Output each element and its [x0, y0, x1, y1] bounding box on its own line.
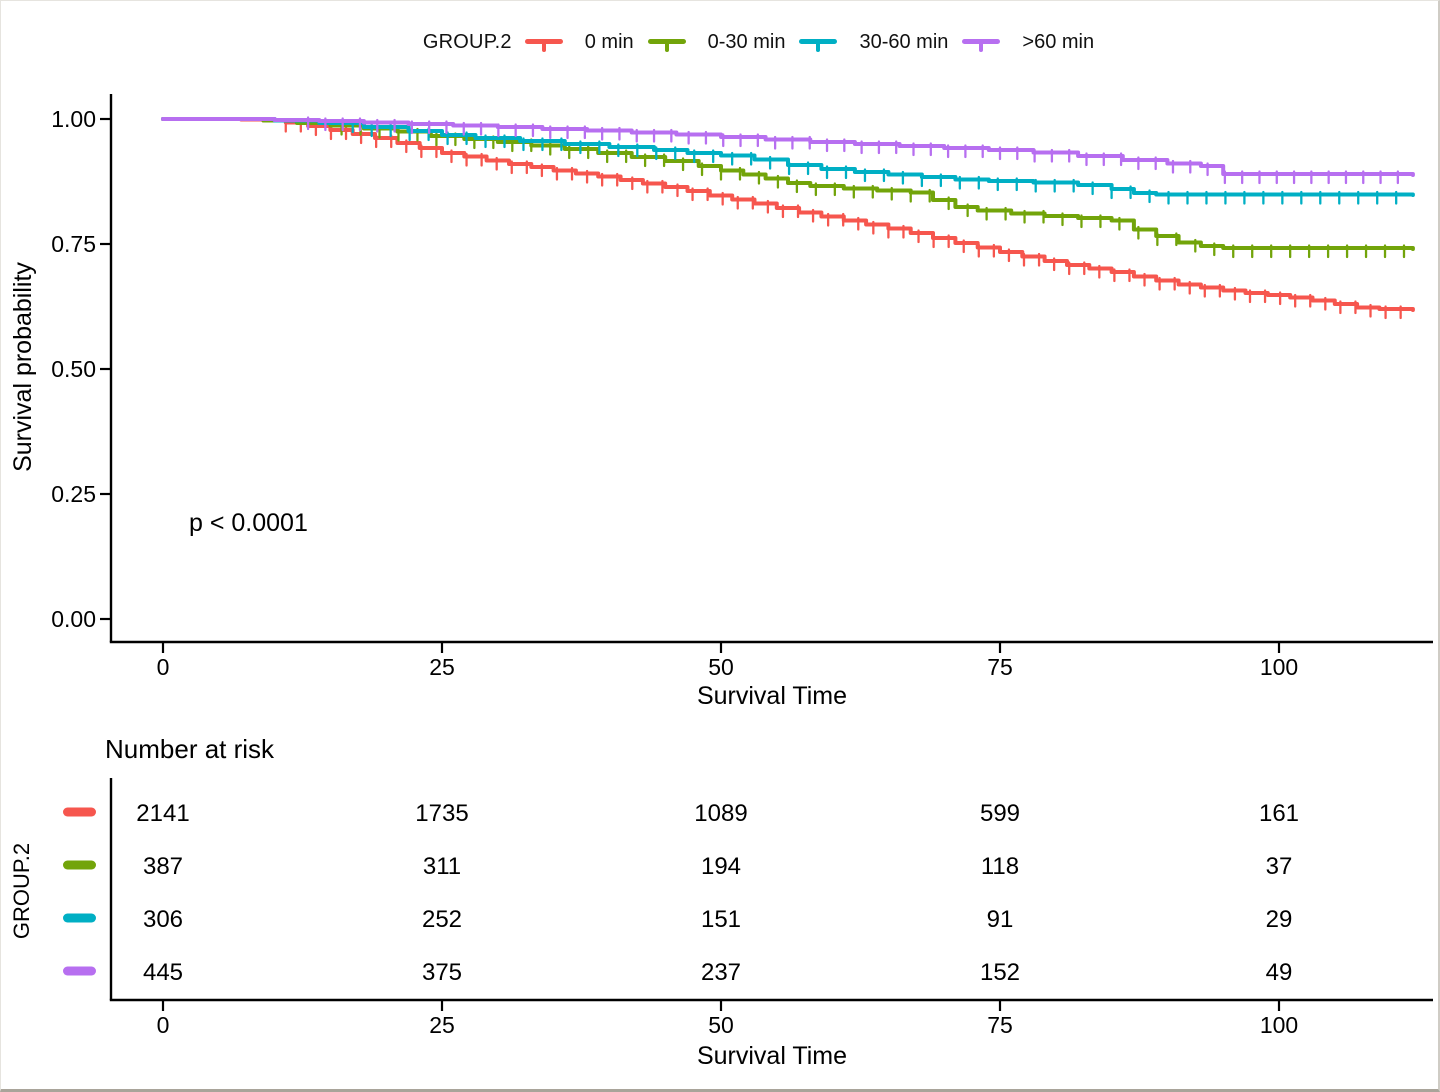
- risk-x-tick-label: 75: [987, 1012, 1013, 1038]
- risk-count: 1089: [694, 800, 747, 827]
- km-curves: [161, 116, 1415, 320]
- risk-count: 375: [422, 959, 462, 986]
- risk-count: 194: [701, 853, 741, 880]
- risk-count: 2141: [136, 800, 189, 827]
- risk-count: 252: [422, 906, 462, 933]
- risk-count: 1735: [415, 800, 468, 827]
- legend-key-censor-stem: [979, 41, 984, 52]
- legend-item-0-min: 0 min: [524, 30, 634, 54]
- risk-x-tick-label: 50: [708, 1012, 734, 1038]
- censor-ticks-0-min: [284, 118, 1402, 320]
- risk-table-x-axis-title: Survival Time: [697, 1042, 847, 1070]
- risk-count: 37: [1266, 853, 1293, 880]
- risk-count: 152: [980, 959, 1020, 986]
- risk-row-swatch-0-30-min: [63, 860, 96, 870]
- risk-count: 237: [701, 959, 741, 986]
- legend-key-icon: [524, 31, 563, 53]
- risk-table-title: Number at risk: [105, 734, 275, 764]
- km-curve-60-min: [161, 117, 1415, 177]
- risk-row-0-30-min: 387 311 194 118 37: [63, 853, 1292, 880]
- y-axis-title: Survival probability: [9, 262, 37, 472]
- main-plot-axes: 1.00 0.75 0.50 0.25 0.00 0 25 50 75 100: [51, 94, 1433, 680]
- risk-count: 91: [987, 906, 1014, 933]
- risk-x-tick-label: 0: [157, 1012, 170, 1038]
- y-tick-label: 1.00: [51, 106, 96, 132]
- legend-key-icon: [962, 31, 1001, 53]
- legend-item-label: >60 min: [1022, 30, 1095, 53]
- x-tick-label: 75: [987, 654, 1013, 680]
- risk-count: 161: [1259, 800, 1299, 827]
- risk-row-60-min: 445 375 237 152 49: [63, 959, 1292, 986]
- legend-key-censor-stem: [664, 41, 669, 52]
- risk-count: 306: [143, 906, 183, 933]
- x-tick-label: 25: [429, 654, 455, 680]
- x-tick-label: 0: [157, 654, 170, 680]
- risk-count: 445: [143, 959, 183, 986]
- risk-table-axes: 0 25 50 75 100: [109, 778, 1433, 1038]
- risk-row-30-60-min: 306 252 151 91 29: [63, 906, 1292, 933]
- risk-row-swatch-30-60-min: [63, 913, 96, 923]
- risk-count: 151: [701, 906, 741, 933]
- risk-row-0-min: 2141 1735 1089 599 161: [63, 800, 1299, 827]
- risk-row-swatch-0-min: [63, 807, 96, 817]
- risk-count: 311: [423, 853, 461, 880]
- p-value-annotation: p < 0.0001: [189, 509, 308, 537]
- censor-ticks-30-60-min: [351, 119, 1398, 205]
- legend-item-label: 30-60 min: [859, 30, 949, 53]
- y-tick-label: 0.50: [51, 356, 96, 382]
- legend-item-0-30-min: 0-30 min: [647, 30, 786, 54]
- km-curve-0-min: [161, 117, 1415, 312]
- risk-row-swatch-60-min: [63, 966, 96, 976]
- legend-item-60-min: >60 min: [962, 31, 1094, 54]
- y-tick-label: 0.00: [51, 606, 96, 632]
- legend-key-icon: [647, 31, 686, 53]
- x-axis-title: Survival Time: [697, 682, 847, 710]
- risk-count: 29: [1266, 906, 1293, 933]
- censor-ticks-60-min: [306, 116, 1400, 185]
- legend-item-label: 0-30 min: [707, 30, 786, 53]
- legend-item-label: 0 min: [584, 30, 634, 53]
- legend-key-censor-stem: [816, 41, 821, 52]
- legend-key-censor-stem: [541, 41, 546, 52]
- risk-count: 49: [1266, 959, 1293, 986]
- x-tick-label: 50: [708, 654, 734, 680]
- km-curve-30-60-min: [161, 117, 1415, 197]
- y-tick-label: 0.75: [51, 231, 96, 257]
- chart-legend: GROUP.2 0 min 0-30 min 30-60 min >60 min: [1, 27, 1438, 57]
- risk-count: 599: [980, 800, 1020, 827]
- risk-table-group-axis-label: GROUP.2: [9, 843, 34, 939]
- x-tick-label: 100: [1260, 654, 1298, 680]
- risk-count: 387: [143, 853, 183, 880]
- legend-title: GROUP.2: [422, 30, 512, 53]
- y-tick-label: 0.25: [51, 481, 96, 507]
- legend-item-30-60-min: 30-60 min: [799, 31, 948, 54]
- risk-table-body: 2141 1735 1089 599 161 387 311 194 118 37 306 252 15…: [63, 800, 1299, 986]
- risk-x-tick-label: 100: [1260, 1012, 1298, 1038]
- risk-x-tick-label: 25: [429, 1012, 455, 1038]
- legend-key-icon: [799, 31, 838, 53]
- risk-count: 118: [981, 853, 1019, 880]
